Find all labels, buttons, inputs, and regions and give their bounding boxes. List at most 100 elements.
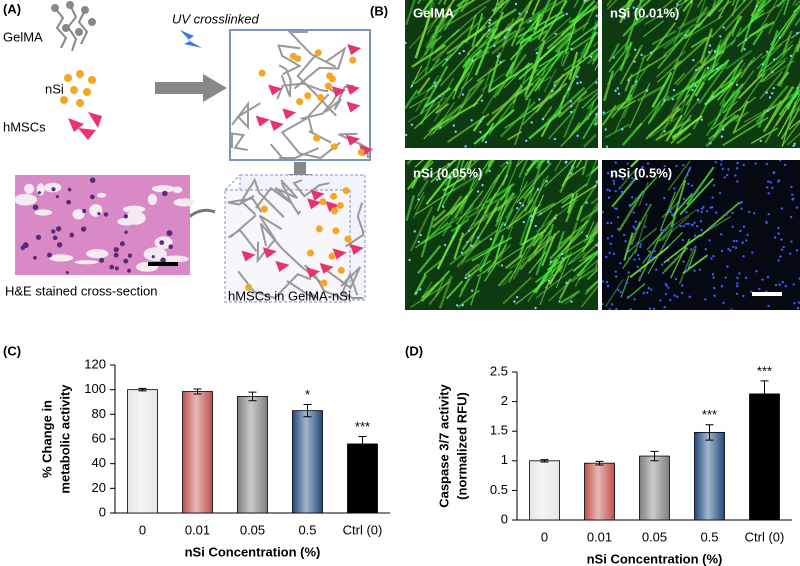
micrograph-label: nSi (0.01%) (610, 5, 679, 20)
fiber (413, 52, 453, 85)
fiber (414, 221, 449, 249)
nucleus (767, 213, 770, 216)
nucleus (608, 308, 611, 310)
nucleus (632, 6, 635, 9)
fiber (227, 194, 263, 213)
fiber (434, 0, 456, 22)
fiber (435, 277, 446, 298)
fiber (583, 0, 591, 4)
fiber (406, 160, 413, 165)
nucleus (690, 223, 694, 226)
nucleus (606, 188, 609, 192)
nucleus (127, 253, 133, 258)
particle (258, 69, 266, 77)
fiber (684, 4, 719, 40)
fiber (492, 200, 509, 244)
fiber (409, 96, 430, 109)
fiber (608, 42, 633, 73)
nucleus (675, 164, 678, 168)
fiber (514, 98, 532, 146)
fiber (667, 160, 691, 191)
cell (305, 267, 320, 279)
nucleus (575, 75, 579, 79)
fiber (449, 244, 474, 266)
nucleus (796, 31, 799, 35)
nucleus (682, 224, 685, 228)
fiber (557, 90, 588, 119)
fiber (516, 234, 539, 270)
nucleus (682, 164, 685, 167)
fiber (411, 44, 447, 68)
nucleus (727, 247, 730, 251)
particle (314, 49, 322, 57)
fiber (753, 0, 764, 19)
nucleus (534, 306, 537, 310)
fiber (586, 95, 598, 110)
particle (315, 225, 323, 233)
nucleus (496, 55, 499, 58)
nucleus (119, 241, 125, 247)
fiber (466, 27, 492, 56)
nucleus (682, 260, 685, 263)
arrow-right (155, 74, 227, 102)
bar (237, 396, 268, 514)
nucleus (772, 58, 776, 61)
nucleus (687, 182, 690, 186)
fiber (415, 74, 440, 113)
fiber (431, 201, 463, 229)
nucleus (408, 258, 411, 262)
fiber (471, 13, 484, 48)
nucleus (673, 294, 676, 297)
fiber (485, 182, 516, 204)
fiber (781, 120, 800, 147)
fiber (794, 17, 800, 27)
nucleus (51, 187, 56, 192)
fiber (731, 0, 739, 17)
nucleus (779, 255, 782, 258)
fiber (698, 62, 729, 105)
fiber (280, 117, 341, 160)
cell (269, 120, 284, 132)
nucleus (462, 49, 466, 53)
fiber (537, 64, 547, 91)
nucleus (731, 211, 734, 215)
fiber (430, 160, 457, 183)
fiber (591, 54, 598, 65)
fiber (278, 64, 292, 97)
nucleus (447, 176, 451, 179)
x-tick-label: Ctrl (0) (745, 529, 785, 544)
nucleus (632, 211, 635, 214)
nucleus (616, 216, 620, 219)
nucleus (487, 29, 491, 32)
nucleus (627, 78, 630, 82)
nucleus (615, 207, 619, 210)
nucleus (619, 290, 622, 294)
nucleus (627, 257, 631, 260)
nucleus (730, 308, 733, 310)
nucleus (720, 135, 724, 138)
fiber (671, 123, 693, 138)
y-tick-label: 1 (501, 452, 508, 467)
nucleus (602, 280, 604, 283)
fiber (707, 59, 730, 81)
fiber (418, 161, 434, 175)
nucleus (766, 275, 770, 279)
nucleus (417, 198, 420, 201)
fiber (423, 258, 444, 276)
nucleus (729, 249, 732, 252)
y-axis-label: % Change in (39, 400, 54, 478)
nucleus (652, 307, 656, 310)
nucleus (454, 130, 457, 133)
fiber (780, 5, 800, 38)
y-tick-label: 100 (84, 381, 106, 396)
nucleus (692, 58, 695, 62)
fiber (661, 214, 691, 242)
cell (345, 134, 360, 146)
fiber (735, 111, 749, 123)
nucleus (82, 208, 87, 214)
particle (342, 187, 350, 195)
pore (36, 183, 45, 196)
fiber (434, 46, 449, 63)
nucleus (772, 171, 775, 175)
pore (48, 254, 74, 262)
